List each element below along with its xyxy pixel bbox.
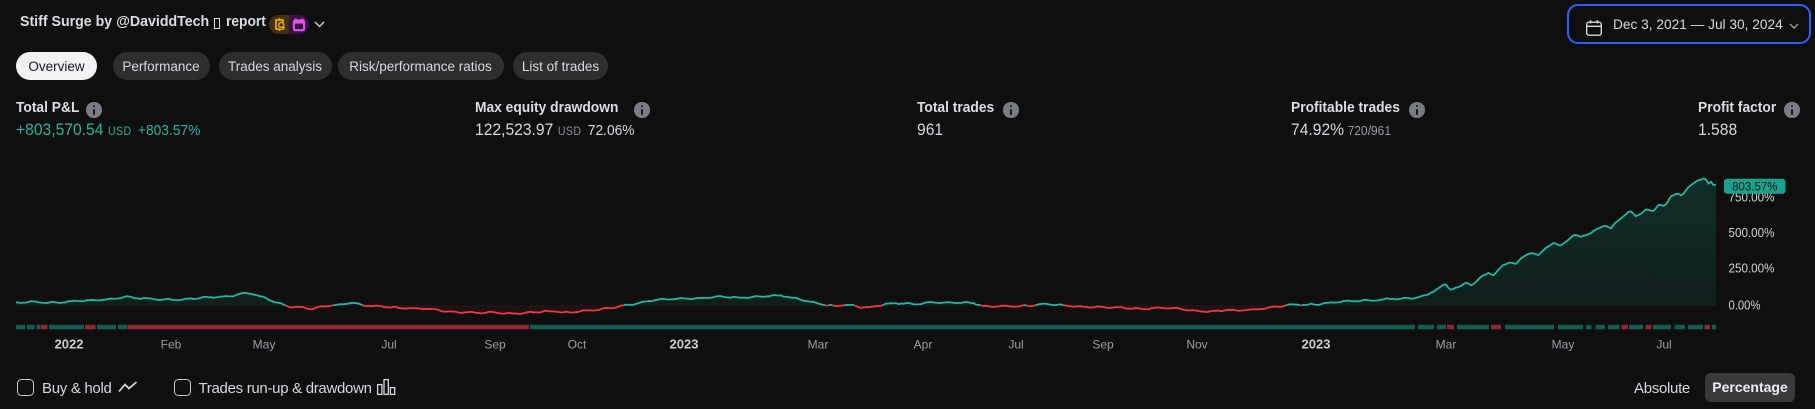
svg-text:500.00%: 500.00% [1729,225,1775,240]
svg-text:2023: 2023 [1302,337,1331,352]
svg-text:803.57%: 803.57% [1732,181,1777,193]
svg-text:May: May [1552,338,1575,352]
svg-text:Apr: Apr [914,338,933,352]
svg-text:2022: 2022 [55,337,84,352]
svg-text:Jul: Jul [1656,338,1671,352]
svg-text:Nov: Nov [1186,338,1207,352]
svg-text:Sep: Sep [1092,338,1114,352]
svg-text:Mar: Mar [808,338,829,352]
svg-text:Sep: Sep [484,338,506,352]
svg-text:Jul: Jul [381,338,396,352]
svg-text:May: May [253,338,276,352]
svg-text:Oct: Oct [568,338,587,352]
svg-text:Feb: Feb [161,338,182,352]
svg-text:250.00%: 250.00% [1729,261,1775,276]
svg-text:Jul: Jul [1008,338,1023,352]
svg-text:Mar: Mar [1436,338,1457,352]
svg-text:0.00%: 0.00% [1729,298,1761,313]
svg-text:2023: 2023 [670,337,699,352]
